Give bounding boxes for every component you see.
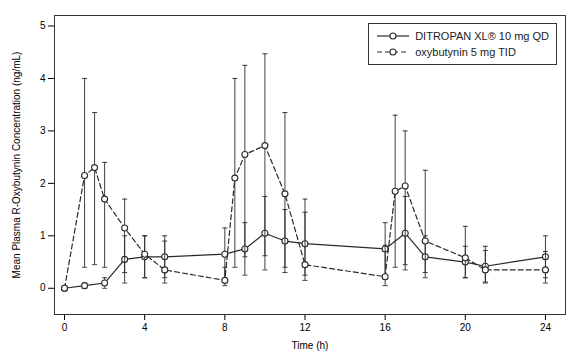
svg-text:24: 24 xyxy=(540,322,552,333)
svg-text:12: 12 xyxy=(299,322,311,333)
svg-text:Mean Plasma R-Oxybutynin Conce: Mean Plasma R-Oxybutynin Concentration (… xyxy=(11,52,22,279)
svg-text:2: 2 xyxy=(40,178,46,189)
svg-text:Time (h): Time (h) xyxy=(292,340,329,351)
svg-text:20: 20 xyxy=(460,322,472,333)
html-text:DITROPAN XL® 10 mg QD: DITROPAN XL® 10 mg QD xyxy=(415,30,549,42)
svg-text:8: 8 xyxy=(222,322,228,333)
svg-text:0: 0 xyxy=(40,282,46,293)
svg-text:16: 16 xyxy=(380,322,392,333)
html-text:oxybutynin 5 mg TID: oxybutynin 5 mg TID xyxy=(415,46,516,58)
svg-text:5: 5 xyxy=(40,20,46,31)
svg-text:0: 0 xyxy=(62,322,68,333)
svg-text:1: 1 xyxy=(40,230,46,241)
svg-text:4: 4 xyxy=(142,322,148,333)
svg-text:3: 3 xyxy=(40,125,46,136)
svg-text:4: 4 xyxy=(40,73,46,84)
